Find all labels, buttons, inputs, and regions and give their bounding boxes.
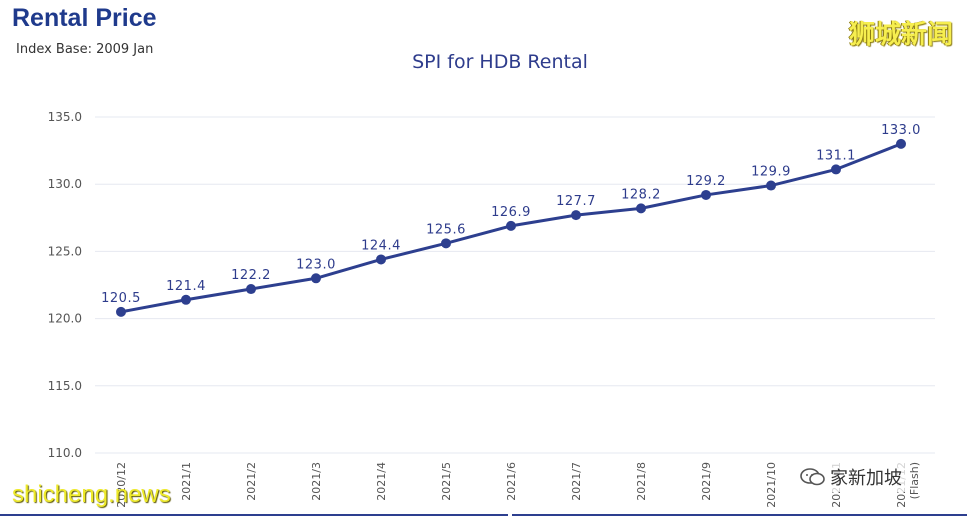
data-label: 123.0 (296, 257, 336, 272)
x-tick-label: 2021/2 (245, 462, 258, 501)
data-point (376, 254, 386, 265)
wechat-icon (800, 468, 825, 486)
data-point (181, 294, 191, 305)
x-tick-label: 2021/1 (180, 462, 193, 501)
index-base-note: Index Base: 2009 Jan (16, 42, 154, 57)
x-tick-label: 2021/9 (700, 462, 713, 501)
x-tick-label: 2021/10 (765, 462, 778, 508)
data-point (896, 138, 906, 149)
data-label: 127.7 (556, 194, 596, 209)
x-tick-label: 2021/5 (440, 462, 453, 501)
data-point (831, 164, 841, 175)
x-tick-label: 2021/6 (505, 462, 518, 501)
bottom-rule (0, 514, 967, 516)
grid-lines (95, 116, 935, 454)
x-tick-label: 2021/4 (375, 462, 388, 501)
data-label: 122.2 (231, 268, 271, 283)
shicheng-logo-watermark: 狮城新闻 (848, 20, 953, 50)
y-tick-label: 125.0 (48, 244, 82, 258)
data-label: 129.2 (686, 174, 726, 189)
data-point (246, 284, 256, 295)
data-label: 131.1 (816, 148, 856, 163)
wechat-watermark: 家新加坡 (796, 462, 906, 492)
data-label: 124.4 (361, 238, 401, 253)
data-label: 120.5 (101, 291, 141, 306)
data-label: 126.9 (491, 205, 531, 220)
y-tick-label: 115.0 (48, 379, 82, 393)
data-point (116, 306, 126, 317)
data-point (701, 189, 711, 200)
y-axis-ticks: 110.0 115.0 120.0 125.0 130.0 135.0 (48, 110, 82, 460)
data-point (571, 210, 581, 221)
page-title: Rental Price (12, 4, 157, 32)
wechat-label: 家新加坡 (830, 468, 902, 489)
y-tick-label: 135.0 (48, 110, 82, 124)
bottom-rule-gap (508, 514, 512, 516)
data-label: 129.9 (751, 165, 791, 180)
data-point (506, 220, 516, 231)
data-point (441, 238, 451, 249)
data-point (311, 273, 321, 284)
x-axis-ticks: 2020/12 2021/1 2021/2 2021/3 2021/4 2021/5 202… (115, 462, 921, 508)
chart-title: SPI for HDB Rental (412, 51, 588, 73)
y-tick-label: 110.0 (48, 446, 82, 460)
site-watermark: shicheng.news (12, 481, 171, 508)
data-labels: 120.5 121.4 122.2 123.0 124.4 125.6 126.9 127.7… (101, 123, 921, 306)
data-label: 128.2 (621, 187, 661, 202)
data-label: 121.4 (166, 279, 206, 294)
data-point (766, 180, 776, 191)
y-tick-label: 120.0 (48, 312, 82, 326)
data-points (116, 138, 906, 317)
x-tick-label: 2021/3 (310, 462, 323, 501)
x-tick-label: 2021/8 (635, 462, 648, 501)
data-label: 133.0 (881, 123, 921, 138)
data-point (636, 203, 646, 214)
y-tick-label: 130.0 (48, 177, 82, 191)
data-label: 125.6 (426, 222, 466, 237)
x-tick-label: 2020/12 (115, 462, 128, 508)
x-tick-label: 2021/7 (570, 462, 583, 501)
